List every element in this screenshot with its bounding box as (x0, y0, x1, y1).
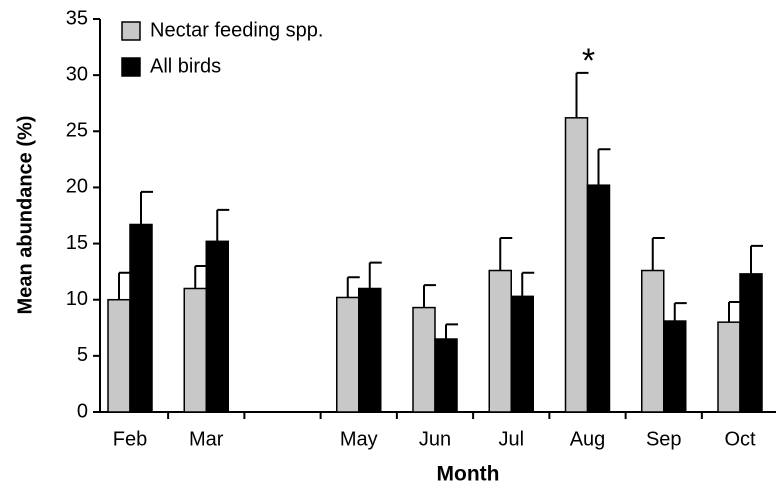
y-tick-label: 35 (66, 7, 88, 29)
x-tick-label: Jun (419, 428, 451, 450)
y-tick-label: 10 (66, 288, 88, 310)
error-bar (216, 208, 230, 242)
error-bar (728, 300, 741, 323)
bar (107, 298, 131, 413)
error-bar (445, 323, 458, 340)
y-axis-label: Mean abundance (%) (14, 116, 36, 315)
bar (434, 338, 458, 413)
bar (358, 287, 382, 413)
bar (336, 296, 360, 413)
error-bar (750, 244, 763, 274)
y-tick-label: 0 (77, 400, 88, 422)
error-bar (346, 276, 360, 298)
bar (488, 269, 512, 413)
error-bar (499, 236, 513, 271)
error-bar (575, 71, 589, 118)
legend-swatch (121, 21, 141, 41)
error-bar (673, 302, 687, 322)
x-tick-label: Feb (113, 428, 147, 450)
error-bar (140, 190, 153, 225)
error-bar (651, 236, 665, 271)
bar (510, 295, 534, 413)
x-tick-label: Mar (189, 428, 224, 450)
x-tick-label: Sep (646, 428, 682, 450)
y-tick-label: 25 (66, 120, 88, 142)
x-tick-label: May (340, 428, 378, 450)
bar (641, 269, 665, 413)
error-bar (194, 265, 208, 289)
bar (183, 287, 207, 413)
bar (412, 306, 436, 413)
y-tick-label: 5 (77, 344, 88, 366)
bar (205, 240, 229, 413)
error-bar (521, 271, 535, 297)
bar (564, 117, 589, 413)
legend-label: All birds (150, 55, 221, 77)
y-tick-label: 15 (66, 232, 88, 254)
x-tick-label: Aug (570, 428, 606, 450)
error-bar (118, 271, 131, 300)
bar (739, 273, 763, 413)
annotation: * (582, 42, 595, 80)
x-tick-label: Jul (498, 428, 524, 450)
bar (663, 320, 687, 413)
y-tick-label: 30 (66, 63, 88, 85)
bar (129, 223, 153, 413)
error-bar (368, 261, 382, 289)
legend-swatch (121, 57, 141, 77)
x-tick-label: Oct (724, 428, 756, 450)
y-tick-label: 20 (66, 176, 88, 198)
legend-label: Nectar feeding spp. (150, 19, 323, 41)
bar (717, 321, 741, 413)
error-bar (423, 284, 436, 308)
x-axis-label: Month (437, 463, 500, 486)
error-bar (597, 148, 611, 186)
bar (586, 184, 611, 413)
